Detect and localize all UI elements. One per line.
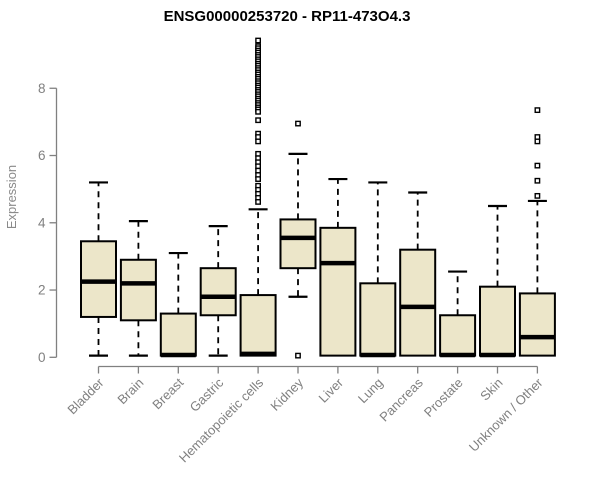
chart-title: ENSG00000253720 - RP11-473O4.3 <box>164 8 411 25</box>
outlier-point <box>295 352 301 359</box>
outlier-point <box>295 120 301 127</box>
boxplot-hematopoietic-cells <box>239 37 277 357</box>
outlier-point <box>255 117 261 124</box>
y-tick-label: 2 <box>38 283 46 298</box>
boxplot-pancreas <box>399 191 437 357</box>
boxplot-skin <box>479 204 516 358</box>
boxplot-liver <box>319 177 357 357</box>
boxplot-prostate <box>439 270 477 358</box>
x-category-label: Liver <box>315 375 346 406</box>
outlier-point <box>534 138 541 145</box>
iqr-box <box>80 240 117 318</box>
iqr-box <box>239 294 277 357</box>
boxplot-gastric <box>199 225 237 357</box>
boxplot-bladder <box>80 181 117 357</box>
x-category-label: Prostate <box>421 375 466 420</box>
x-category-label: Breast <box>149 375 186 412</box>
iqr-box <box>319 226 357 357</box>
y-tick-label: 8 <box>38 81 46 96</box>
y-tick-label: 0 <box>38 350 46 365</box>
iqr-box <box>479 285 516 357</box>
iqr-box <box>119 258 157 322</box>
outlier-point <box>255 199 261 205</box>
x-category-label: Unknown / Other <box>466 375 546 455</box>
outlier-point <box>255 138 261 145</box>
boxplot-unknown-other <box>518 107 556 357</box>
boxplot-brain <box>119 219 157 357</box>
boxplot-kidney <box>279 120 317 359</box>
y-tick-label: 6 <box>38 148 46 163</box>
iqr-box <box>399 248 437 357</box>
x-category-label: Pancreas <box>376 375 426 425</box>
iqr-box <box>439 314 477 357</box>
x-category-label: Bladder <box>64 375 107 418</box>
x-category-label: Skin <box>477 375 505 403</box>
iqr-box <box>279 218 317 270</box>
outlier-point <box>534 162 541 169</box>
boxplot-breast <box>159 251 197 358</box>
iqr-box <box>518 292 556 357</box>
outlier-point <box>255 108 261 115</box>
boxplot-lung <box>359 181 397 358</box>
x-category-label: Brain <box>114 375 146 407</box>
iqr-box <box>159 312 197 357</box>
outlier-point <box>255 176 261 182</box>
y-axis-label: Expression <box>4 165 19 229</box>
x-category-label: Kidney <box>267 375 306 414</box>
x-category-label: Lung <box>355 375 386 406</box>
iqr-box <box>359 282 397 357</box>
iqr-box <box>199 267 237 317</box>
outlier-point <box>534 192 541 199</box>
outlier-point <box>534 107 541 114</box>
box-series <box>80 37 556 359</box>
outlier-point <box>255 37 261 44</box>
y-tick-label: 4 <box>38 215 46 230</box>
outlier-point <box>534 177 541 184</box>
